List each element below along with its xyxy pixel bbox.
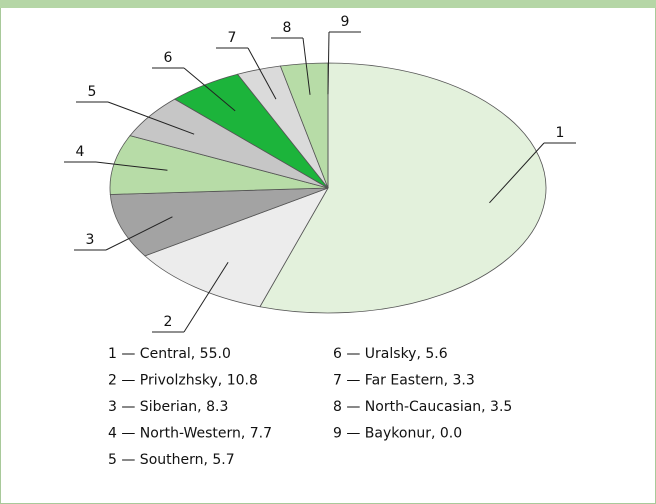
legend-entry: 7 — Far Eastern, 3.3	[333, 373, 475, 389]
legend-entry: 6 — Uralsky, 5.6	[333, 346, 448, 362]
legend-entry: 5 — Southern, 5.7	[108, 452, 235, 468]
slice-label: 1	[556, 125, 565, 141]
slice-label: 2	[164, 314, 173, 330]
leader-line	[107, 101, 195, 135]
legend-entry: 4 — North-Western, 7.7	[108, 426, 272, 442]
legend-entry: 3 — Siberian, 8.3	[108, 399, 228, 415]
legend-entry: 9 — Baykonur, 0.0	[333, 426, 462, 442]
leader-line	[183, 67, 236, 112]
pie-slice	[144, 187, 329, 308]
leader-line	[95, 161, 168, 171]
pie-slice	[109, 187, 329, 257]
top-band	[0, 0, 656, 8]
slice-label: 7	[228, 30, 237, 46]
leader-line	[183, 261, 229, 333]
leader-line	[105, 216, 173, 251]
slice-label: 6	[164, 50, 173, 66]
legend-entry: 8 — North-Caucasian, 3.5	[333, 399, 512, 415]
slice-label: 3	[86, 232, 95, 248]
legend-entry: 1 — Central, 55.0	[108, 346, 231, 362]
slice-label: 9	[341, 14, 350, 30]
pie-slice	[259, 62, 547, 314]
slice-label: 5	[88, 84, 97, 100]
leader-line	[247, 47, 277, 100]
slice-label: 4	[76, 144, 85, 160]
leader-line	[302, 37, 311, 95]
legend-entry: 2 — Privolzhsky, 10.8	[108, 373, 258, 389]
leader-line	[489, 142, 545, 204]
leader-line	[327, 31, 330, 95]
slice-label: 8	[283, 20, 292, 36]
